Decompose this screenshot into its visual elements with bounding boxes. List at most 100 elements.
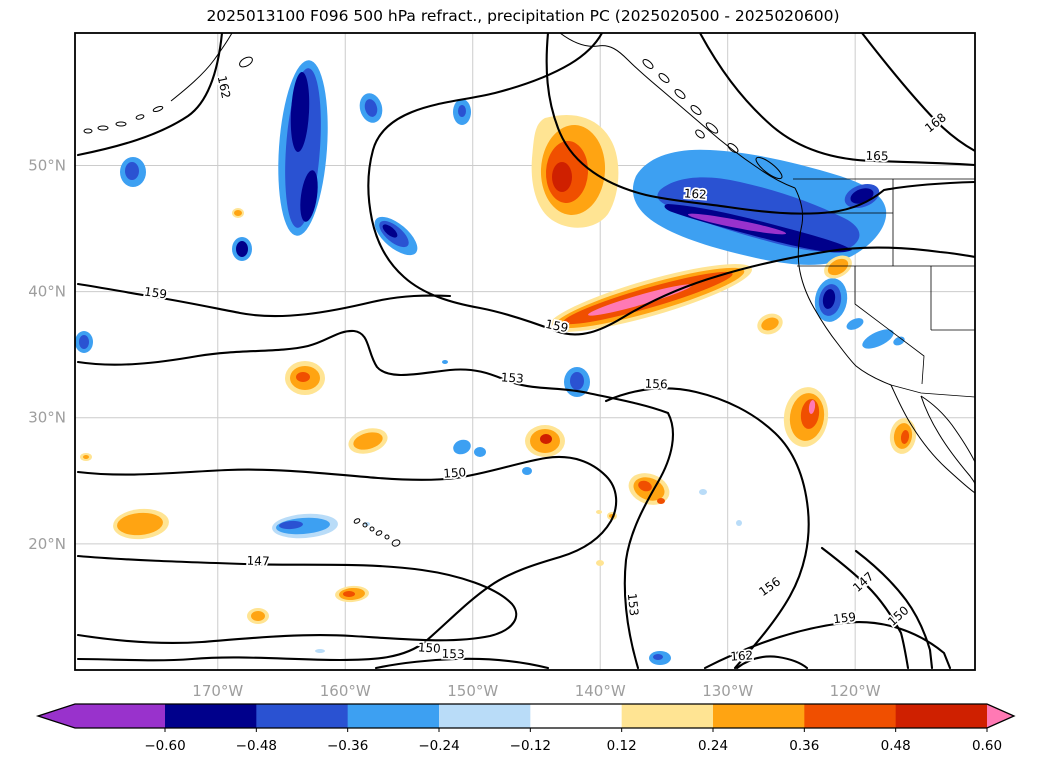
island	[369, 526, 375, 532]
chart-title: 2025013100 F096 500 hPa refract., precip…	[206, 7, 839, 25]
shaded-region	[893, 336, 905, 346]
latitude-axis-labels: 50°N 40°N 30°N 20°N	[28, 156, 66, 552]
contour-label: 159	[143, 285, 168, 302]
lon-tick-label: 120°W	[830, 682, 881, 700]
shaded-region	[699, 489, 707, 495]
shaded-region	[822, 289, 836, 309]
lon-tick-label: 160°W	[320, 682, 371, 700]
colorbar-tick-label: −0.12	[510, 738, 551, 754]
contour-label: 162	[683, 186, 707, 202]
shaded-region	[236, 241, 248, 257]
shaded-region	[638, 480, 652, 492]
shaded-region	[808, 400, 816, 414]
shaded-region	[117, 512, 163, 536]
colorbar-segment	[165, 704, 257, 728]
contour-label: 150	[443, 465, 467, 481]
colorbar-tick-label: 0.12	[607, 738, 637, 754]
lat-tick-label: 20°N	[28, 535, 66, 553]
coastline-path	[170, 33, 233, 102]
shaded-region	[653, 654, 663, 660]
grid-lines	[75, 33, 975, 670]
colorbar-ticks: −0.60 −0.48 −0.36 −0.24 −0.12 0.12 0.24 0.36 0.4…	[144, 728, 1002, 754]
island	[135, 114, 145, 120]
shaded-region	[736, 520, 742, 526]
contour-path-147	[820, 546, 910, 670]
island	[115, 121, 127, 127]
longitude-axis-labels: 170°W 160°W 150°W 140°W 130°W 120°W	[192, 682, 881, 700]
shaded-region	[251, 611, 265, 621]
colorbar-outline	[35, 703, 1016, 729]
contour-path-156	[604, 387, 810, 670]
shaded-region	[596, 510, 602, 514]
island	[658, 73, 670, 83]
shaded-region	[900, 430, 910, 444]
coastline-path	[794, 187, 892, 386]
island	[690, 105, 702, 115]
colorbar-segment	[530, 704, 623, 728]
shaded-region	[522, 467, 532, 475]
shaded-region	[862, 329, 894, 349]
colorbar-tick-label: −0.24	[418, 738, 459, 754]
island	[83, 128, 93, 134]
colorbar-tick-label: 0.24	[698, 738, 728, 754]
shaded-region	[290, 72, 310, 152]
island	[384, 534, 390, 540]
lat-tick-label: 40°N	[28, 283, 66, 301]
coastline-path	[920, 395, 975, 463]
shaded-region	[343, 591, 355, 597]
colorbar	[35, 703, 1016, 729]
shaded-region	[657, 498, 665, 504]
contour-label: 159	[544, 317, 569, 335]
contour-label: 159	[832, 610, 856, 626]
shaded-region	[83, 455, 89, 459]
shaded-region	[827, 258, 849, 276]
contour-label: 150	[417, 640, 441, 656]
lon-tick-label: 130°W	[702, 682, 753, 700]
shaded-region	[474, 447, 486, 457]
colorbar-tick-label: −0.36	[327, 738, 368, 754]
shaded-region	[296, 372, 310, 382]
contour-label: 165	[865, 149, 888, 163]
contour-path-150	[854, 549, 934, 670]
colorbar-tick-label: 0.60	[972, 738, 1002, 754]
contour-path-147	[76, 554, 518, 644]
shaded-region	[458, 105, 466, 117]
shaded-region	[540, 434, 552, 444]
island	[727, 143, 739, 153]
contour-label: 153	[625, 592, 641, 616]
colorbar-tick-label: −0.60	[144, 738, 185, 754]
island	[755, 156, 783, 180]
shaded-region	[453, 439, 471, 455]
shaded-region	[315, 649, 325, 653]
contour-label: 156	[644, 377, 667, 392]
contour-path-162	[735, 655, 809, 670]
contour-path-162	[545, 33, 975, 215]
shaded-region	[300, 170, 318, 222]
island	[239, 56, 253, 68]
shaded-region	[846, 318, 864, 330]
island	[375, 530, 383, 536]
shaded-region	[234, 210, 242, 216]
colorbar-segment	[621, 704, 714, 728]
contour-path-159	[367, 33, 975, 336]
contour-path-165	[698, 33, 975, 167]
colorbar-over-arrow	[987, 704, 1014, 728]
colorbar-tick-label: 0.48	[881, 738, 911, 754]
contour-label: 168	[922, 110, 949, 135]
lon-tick-label: 170°W	[192, 682, 243, 700]
contour-path-159	[76, 282, 452, 318]
contour-path-153	[374, 657, 550, 670]
island	[642, 59, 654, 69]
contour-path-159	[703, 621, 952, 670]
lat-tick-label: 50°N	[28, 156, 66, 174]
contour-label: 153	[500, 370, 524, 386]
contour-path-153	[76, 329, 675, 670]
contour-lines	[76, 33, 975, 670]
colorbar-segment	[713, 704, 805, 728]
shaded-region	[279, 520, 303, 530]
coastline-path	[920, 395, 975, 485]
contour-label: 162	[215, 75, 233, 100]
colorbar-segment	[439, 704, 531, 728]
shaded-region	[364, 99, 378, 117]
